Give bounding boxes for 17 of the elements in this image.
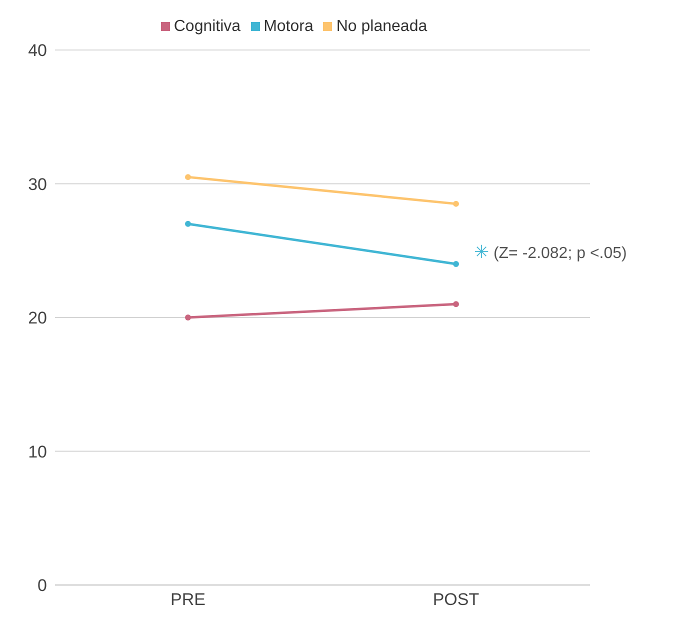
- legend-label: Motora: [264, 18, 314, 35]
- y-tick-label: 0: [38, 576, 47, 596]
- point: [185, 220, 191, 227]
- y-tick-label: 10: [28, 442, 47, 462]
- annotation: ✳ (Z= -2.082; p <.05): [474, 242, 627, 262]
- y-tick-label: 20: [28, 308, 47, 328]
- point: [185, 314, 191, 320]
- legend-label: No planeada: [336, 18, 428, 35]
- y-tick-label: 40: [28, 41, 47, 60]
- point: [185, 174, 191, 180]
- legend-label: Cognitiva: [174, 18, 241, 35]
- point: [453, 261, 459, 267]
- y-tick-label: 30: [28, 174, 47, 194]
- point: [453, 200, 459, 207]
- point: [453, 301, 459, 308]
- x-tick-label: POST: [432, 590, 480, 610]
- x-tick-label: PRE: [170, 590, 206, 610]
